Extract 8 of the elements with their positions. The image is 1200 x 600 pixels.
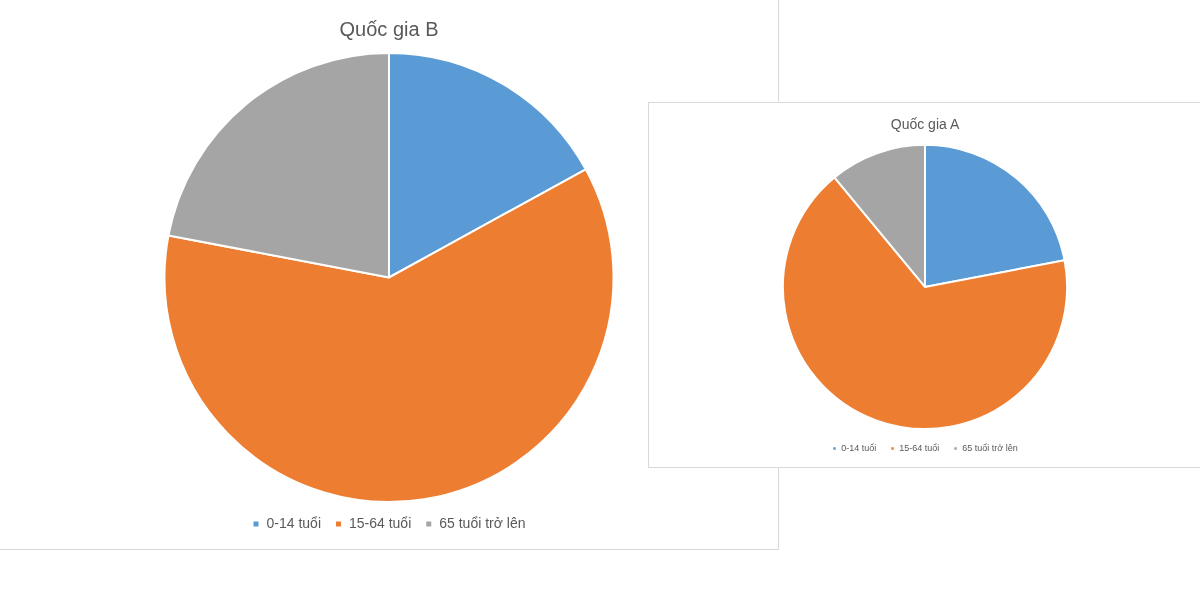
chart-title: Quốc gia B (339, 17, 439, 40)
legend-label: 0-14 tuổi (841, 442, 877, 453)
chart-title: Quốc gia A (890, 116, 960, 133)
legend-label: 65 tuổi trở lên (962, 442, 1018, 453)
legend-label: 65 tuổi trở lên (439, 514, 526, 531)
legend-label: 15-64 tuổi (348, 514, 412, 531)
legend-label: 0-14 tuổi (266, 514, 321, 531)
legend-label: 15-64 tuổi (899, 442, 940, 453)
